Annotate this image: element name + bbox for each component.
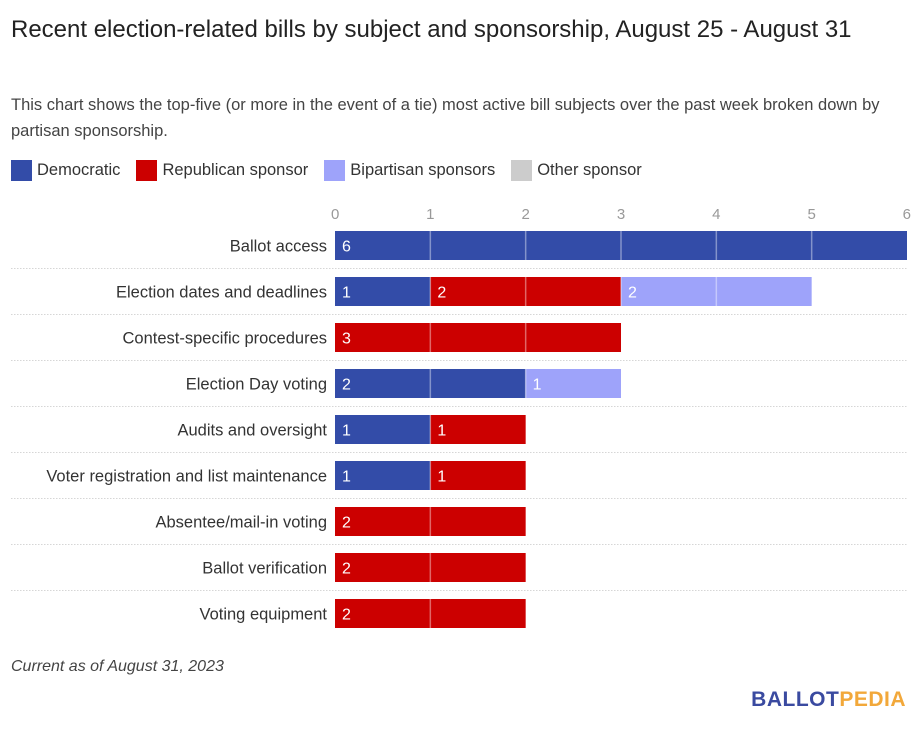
logo-part-2: PEDIA [839, 688, 906, 711]
data-label: 2 [342, 607, 351, 624]
data-label: 1 [342, 285, 351, 302]
legend-swatch [511, 160, 533, 181]
bar-segment[interactable] [621, 277, 812, 306]
bar-segment[interactable] [335, 323, 621, 352]
data-label: 2 [342, 561, 351, 578]
legend-swatch [11, 160, 32, 181]
legend-label: Democratic [37, 161, 121, 179]
chart-subtitle: This chart shows the top-five (or more i… [11, 96, 880, 140]
bar-segment[interactable] [430, 461, 526, 490]
category-label: Ballot verification [202, 560, 327, 578]
category-label: Election Day voting [186, 376, 327, 394]
legend-item-democratic[interactable]: Democratic [11, 160, 120, 181]
footnote: Current as of August 31, 2023 [11, 658, 224, 675]
legend-item-other[interactable]: Other sponsor [511, 160, 642, 181]
bar-segment[interactable] [335, 277, 431, 306]
ballotpedia-logo[interactable]: BALLOTPEDIA [751, 688, 906, 712]
bar-segment[interactable] [335, 553, 526, 582]
category-label: Absentee/mail-in voting [155, 514, 327, 532]
bar-segment[interactable] [335, 231, 907, 260]
x-tick-label: 3 [617, 206, 625, 223]
legend-label: Other sponsor [537, 161, 642, 179]
x-tick-label: 4 [712, 206, 720, 223]
data-label: 2 [342, 377, 351, 394]
data-label: 2 [437, 285, 446, 302]
category-label: Election dates and deadlines [116, 284, 327, 302]
bar-segment[interactable] [335, 369, 526, 398]
logo-part-1: BALLOT [751, 688, 840, 711]
data-label: 2 [628, 285, 637, 302]
legend-swatch [324, 160, 346, 181]
x-tick-label: 2 [521, 206, 529, 223]
x-tick-label: 6 [903, 206, 911, 223]
category-label: Audits and oversight [177, 422, 327, 440]
bar-segment[interactable] [335, 507, 526, 536]
data-label: 3 [342, 331, 351, 348]
data-label: 1 [437, 469, 446, 486]
legend-label: Bipartisan sponsors [350, 161, 496, 179]
category-label: Ballot access [230, 238, 327, 256]
category-label: Voter registration and list maintenance [46, 468, 327, 486]
data-label: 1 [533, 377, 542, 394]
bar-segment[interactable] [335, 415, 431, 444]
data-label: 1 [342, 423, 351, 440]
x-tick-label: 5 [807, 206, 815, 223]
bar-segment[interactable] [335, 599, 526, 628]
legend-item-bipartisan[interactable]: Bipartisan sponsors [324, 160, 495, 181]
data-label: 1 [437, 423, 446, 440]
bar-segment[interactable] [430, 415, 526, 444]
x-tick-label: 0 [331, 206, 339, 223]
data-label: 1 [342, 469, 351, 486]
x-tick-label: 1 [426, 206, 434, 223]
bar-chart: 0 1 2 3 4 5 6 Ballot access 6 Election dates and … [11, 206, 911, 628]
bar-segment[interactable] [335, 461, 431, 490]
legend: Democratic Republican sponsor Bipartisan… [11, 160, 658, 181]
legend-swatch [136, 160, 158, 181]
category-label: Contest-specific procedures [122, 330, 327, 348]
bar-segment[interactable] [525, 369, 621, 398]
data-label: 6 [342, 239, 351, 256]
chart-title: Recent election-related bills by subject… [11, 16, 852, 43]
category-label: Voting equipment [199, 606, 327, 624]
bar-segment[interactable] [430, 277, 621, 306]
data-label: 2 [342, 515, 351, 532]
legend-label: Republican sponsor [162, 161, 309, 179]
legend-item-republican[interactable]: Republican sponsor [136, 160, 308, 181]
